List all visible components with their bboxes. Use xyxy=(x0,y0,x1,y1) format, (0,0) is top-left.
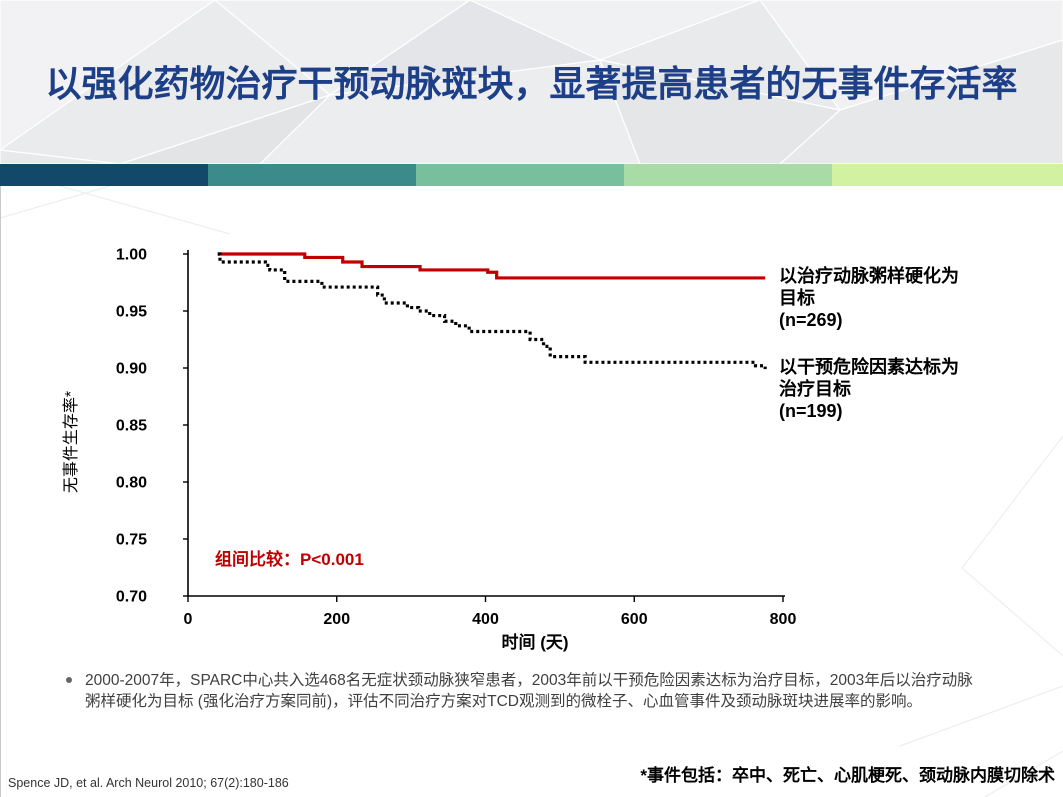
color-band-segment xyxy=(832,164,1063,186)
color-band-segment xyxy=(624,164,832,186)
study-description-line: 2000-2007年，SPARC中心共入选468名无症状颈动脉狭窄患者，2003… xyxy=(85,672,973,689)
color-band xyxy=(0,164,1063,186)
y-tick-label: 0.95 xyxy=(116,304,147,321)
y-tick-label: 1.00 xyxy=(116,247,147,264)
x-tick-label: 800 xyxy=(770,611,797,628)
x-axis-label: 时间 (天) xyxy=(501,633,569,652)
color-band-segment xyxy=(0,164,208,186)
series-label-atherosclerosis-target: 以治疗动脉粥样硬化为 目标 (n=269) xyxy=(779,265,959,331)
p-value-annotation: 组间比较：P<0.001 xyxy=(215,550,364,569)
y-tick-label: 0.85 xyxy=(116,418,147,435)
event-definition-note: *事件包括：卒中、死亡、心肌梗死、颈动脉内膜切除术 xyxy=(640,766,1055,785)
study-description-line: 粥样硬化为目标 (强化治疗方案同前)，评估不同治疗方案对TCD观测到的微栓子、心… xyxy=(85,693,922,710)
x-tick-label: 600 xyxy=(621,611,648,628)
x-tick-label: 400 xyxy=(472,611,499,628)
series-sample-size: (n=269) xyxy=(779,310,843,330)
series-line-risk-factor-target xyxy=(217,252,767,370)
series-label-line: 目标 xyxy=(779,288,815,308)
color-band-segment xyxy=(208,164,416,186)
y-tick-label: 0.80 xyxy=(116,475,147,492)
series-sample-size: (n=199) xyxy=(779,401,843,421)
color-band-segment xyxy=(416,164,624,186)
series-label-line: 以干预危险因素达标为 xyxy=(779,357,959,377)
y-tick-label: 0.75 xyxy=(116,532,147,549)
series-label-line: 治疗目标 xyxy=(779,379,851,399)
content-background-pattern xyxy=(0,186,1063,797)
series-label-risk-factor-target: 以干预危险因素达标为 治疗目标 (n=199) xyxy=(779,356,959,422)
reference-citation: Spence JD, et al. Arch Neurol 2010; 67(2… xyxy=(8,776,289,790)
x-tick-label: 200 xyxy=(323,611,350,628)
survival-chart: 1.00 0.95 0.90 0.85 0.80 0.75 0.70 0 200 400 600 80… xyxy=(116,247,797,629)
y-tick-label: 0.90 xyxy=(116,361,147,378)
slide-title: 以强化药物治疗干预动脉斑块，显著提高患者的无事件存活率 xyxy=(45,63,1018,104)
x-tick-label: 0 xyxy=(184,611,193,628)
y-axis-label: 无事件生存率* xyxy=(63,390,80,494)
axis-ticks: 1.00 0.95 0.90 0.85 0.80 0.75 0.70 0 200 400 600 80… xyxy=(116,247,797,629)
content-left-border xyxy=(0,186,1,797)
header-background-pattern xyxy=(0,0,1063,164)
bullet-icon xyxy=(66,677,72,683)
y-tick-label: 0.70 xyxy=(116,589,147,606)
series-label-line: 以治疗动脉粥样硬化为 xyxy=(779,266,959,286)
series-line-atherosclerosis-target xyxy=(217,252,766,280)
